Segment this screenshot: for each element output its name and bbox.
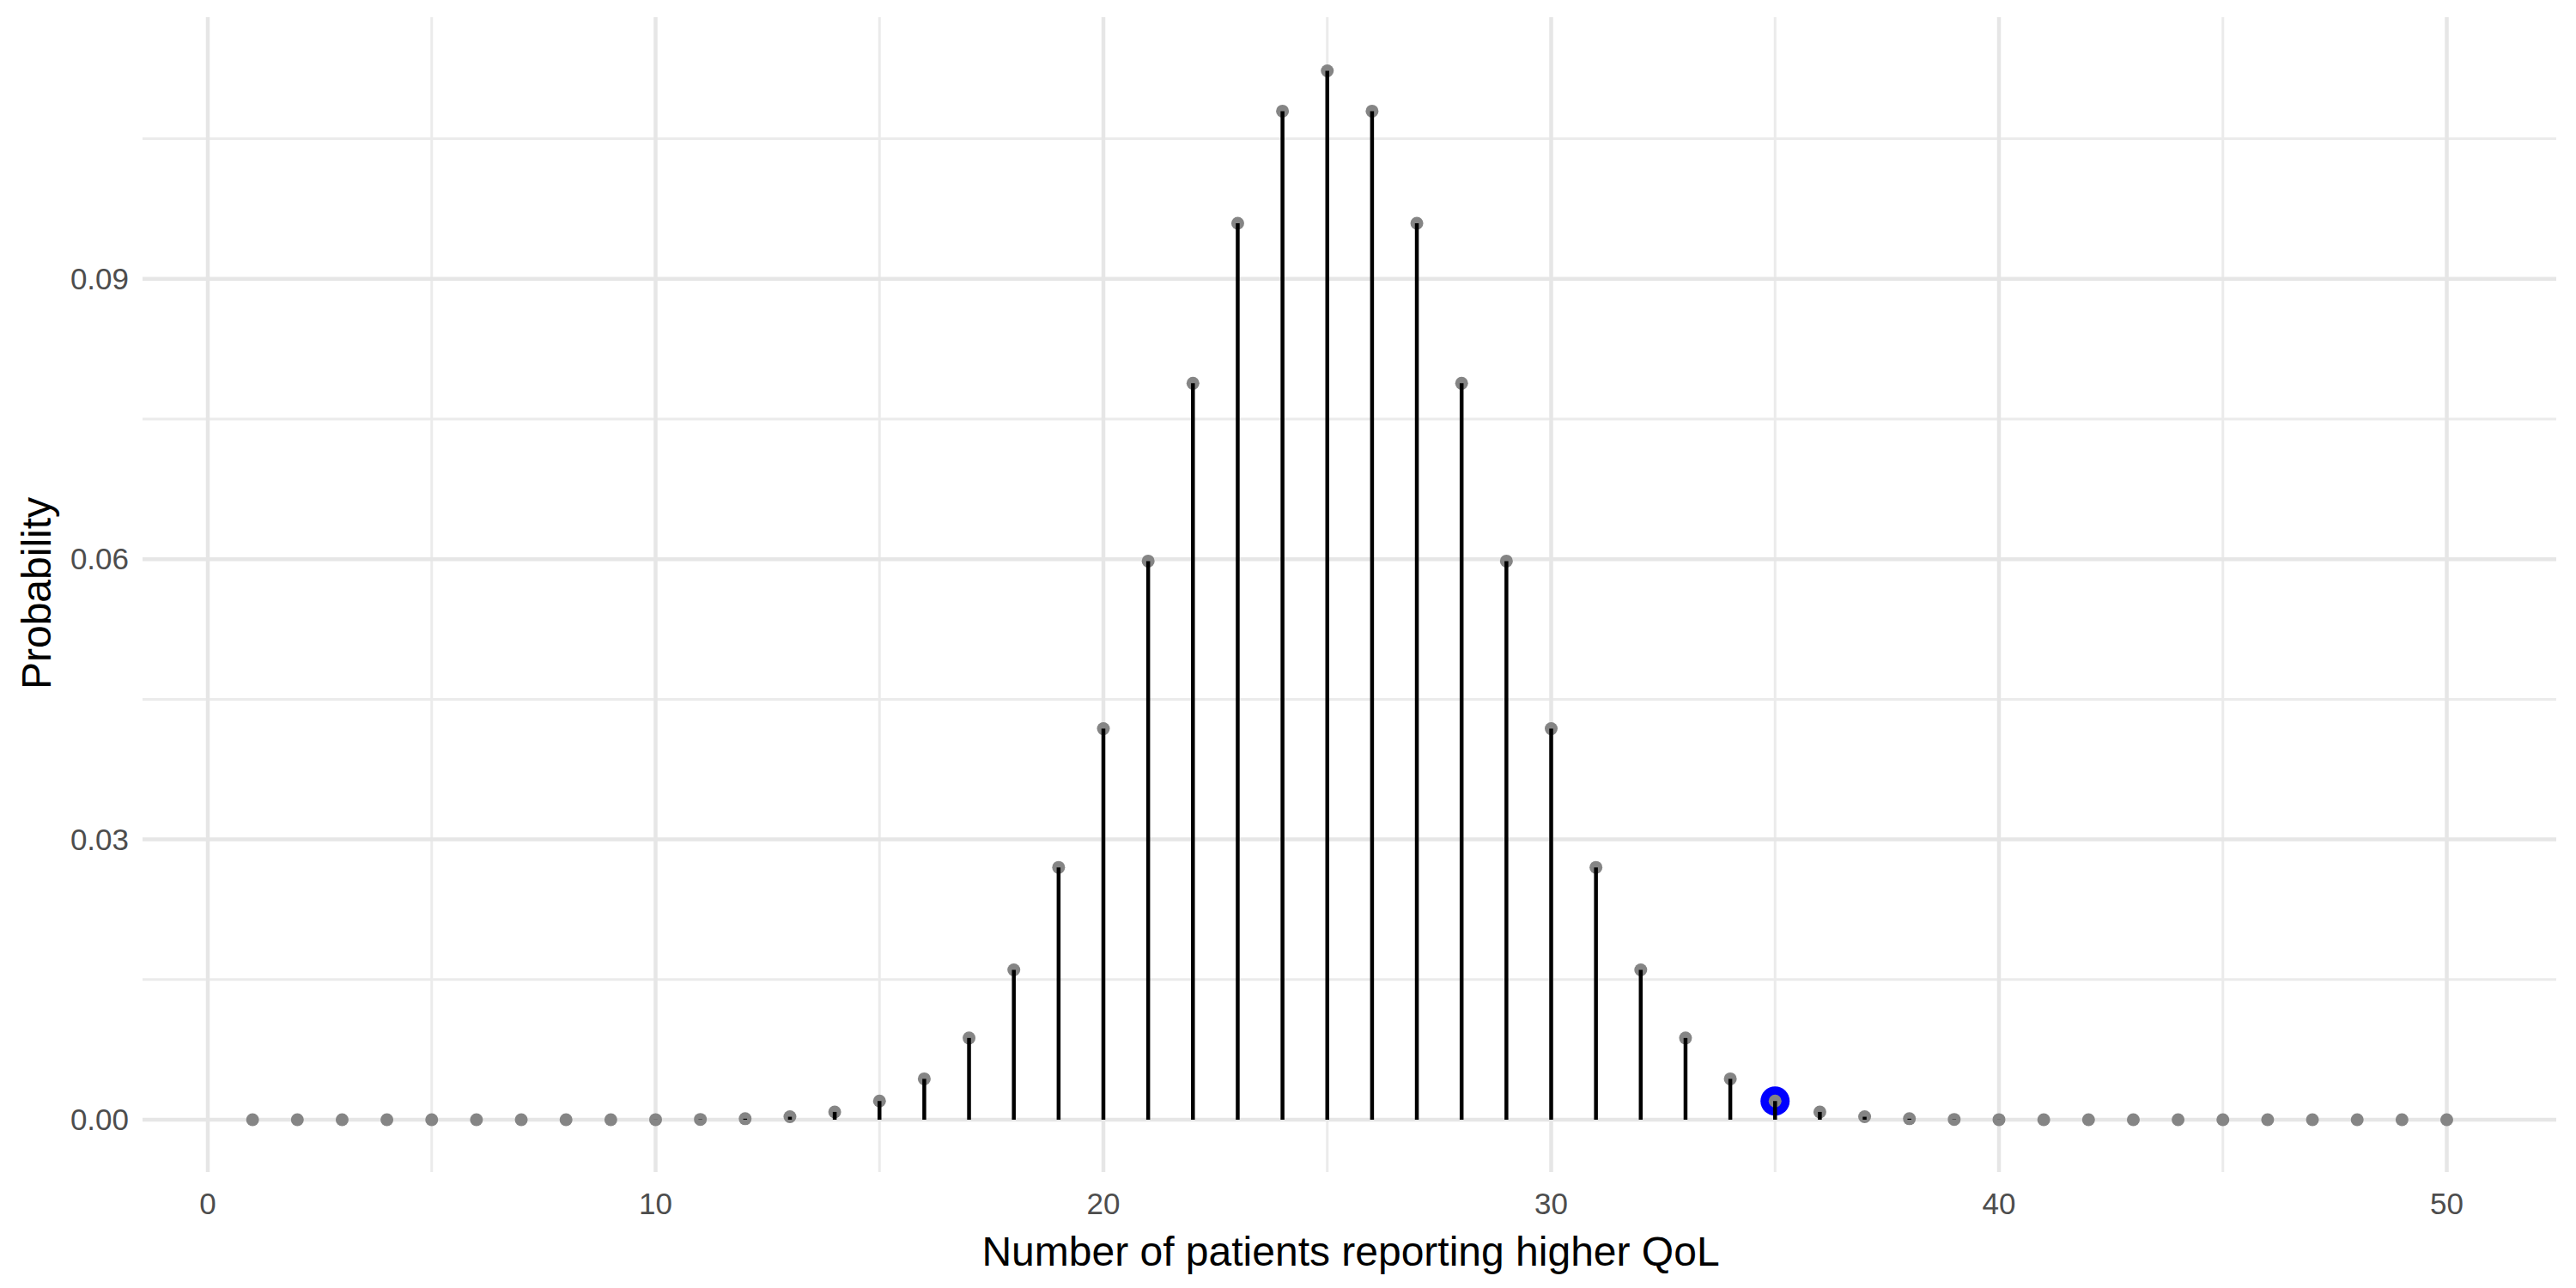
data-point-dot: [2306, 1114, 2319, 1127]
data-point-dot: [246, 1114, 259, 1127]
data-point-dot: [2396, 1114, 2409, 1127]
x-tick-label: 30: [1534, 1187, 1568, 1220]
data-point-dot: [470, 1114, 483, 1127]
data-point-dot: [336, 1114, 349, 1127]
x-tick-label: 10: [639, 1187, 672, 1220]
y-tick-label: 0.03: [70, 823, 129, 856]
data-point-dot: [2351, 1114, 2364, 1127]
y-tick-label: 0.06: [70, 542, 129, 575]
y-tick-label: 0.09: [70, 262, 129, 295]
plot-area: 0 10 20 30 40 50 0.00 0.03 0.06 0.09: [0, 0, 2576, 1288]
y-axis-title: Probability: [13, 497, 60, 690]
data-point-dot: [291, 1114, 304, 1127]
data-point-dot: [2216, 1114, 2229, 1127]
x-tick-label: 40: [1983, 1187, 2016, 1220]
data-point-dot: [2440, 1114, 2453, 1127]
y-tick-label: 0.00: [70, 1103, 129, 1136]
x-tick-label: 20: [1087, 1187, 1121, 1220]
data-point-dot: [425, 1114, 438, 1127]
x-tick-label: 50: [2430, 1187, 2464, 1220]
data-point-dot: [2172, 1114, 2184, 1127]
x-tick-label: 0: [199, 1187, 216, 1220]
binomial-distribution-chart: 0 10 20 30 40 50 0.00 0.03 0.06 0.09 Number of pa…: [0, 0, 2576, 1288]
data-point-dot: [2261, 1114, 2274, 1127]
data-point-dot: [380, 1114, 393, 1127]
x-axis-title: Number of patients reporting higher QoL: [981, 1228, 1719, 1275]
